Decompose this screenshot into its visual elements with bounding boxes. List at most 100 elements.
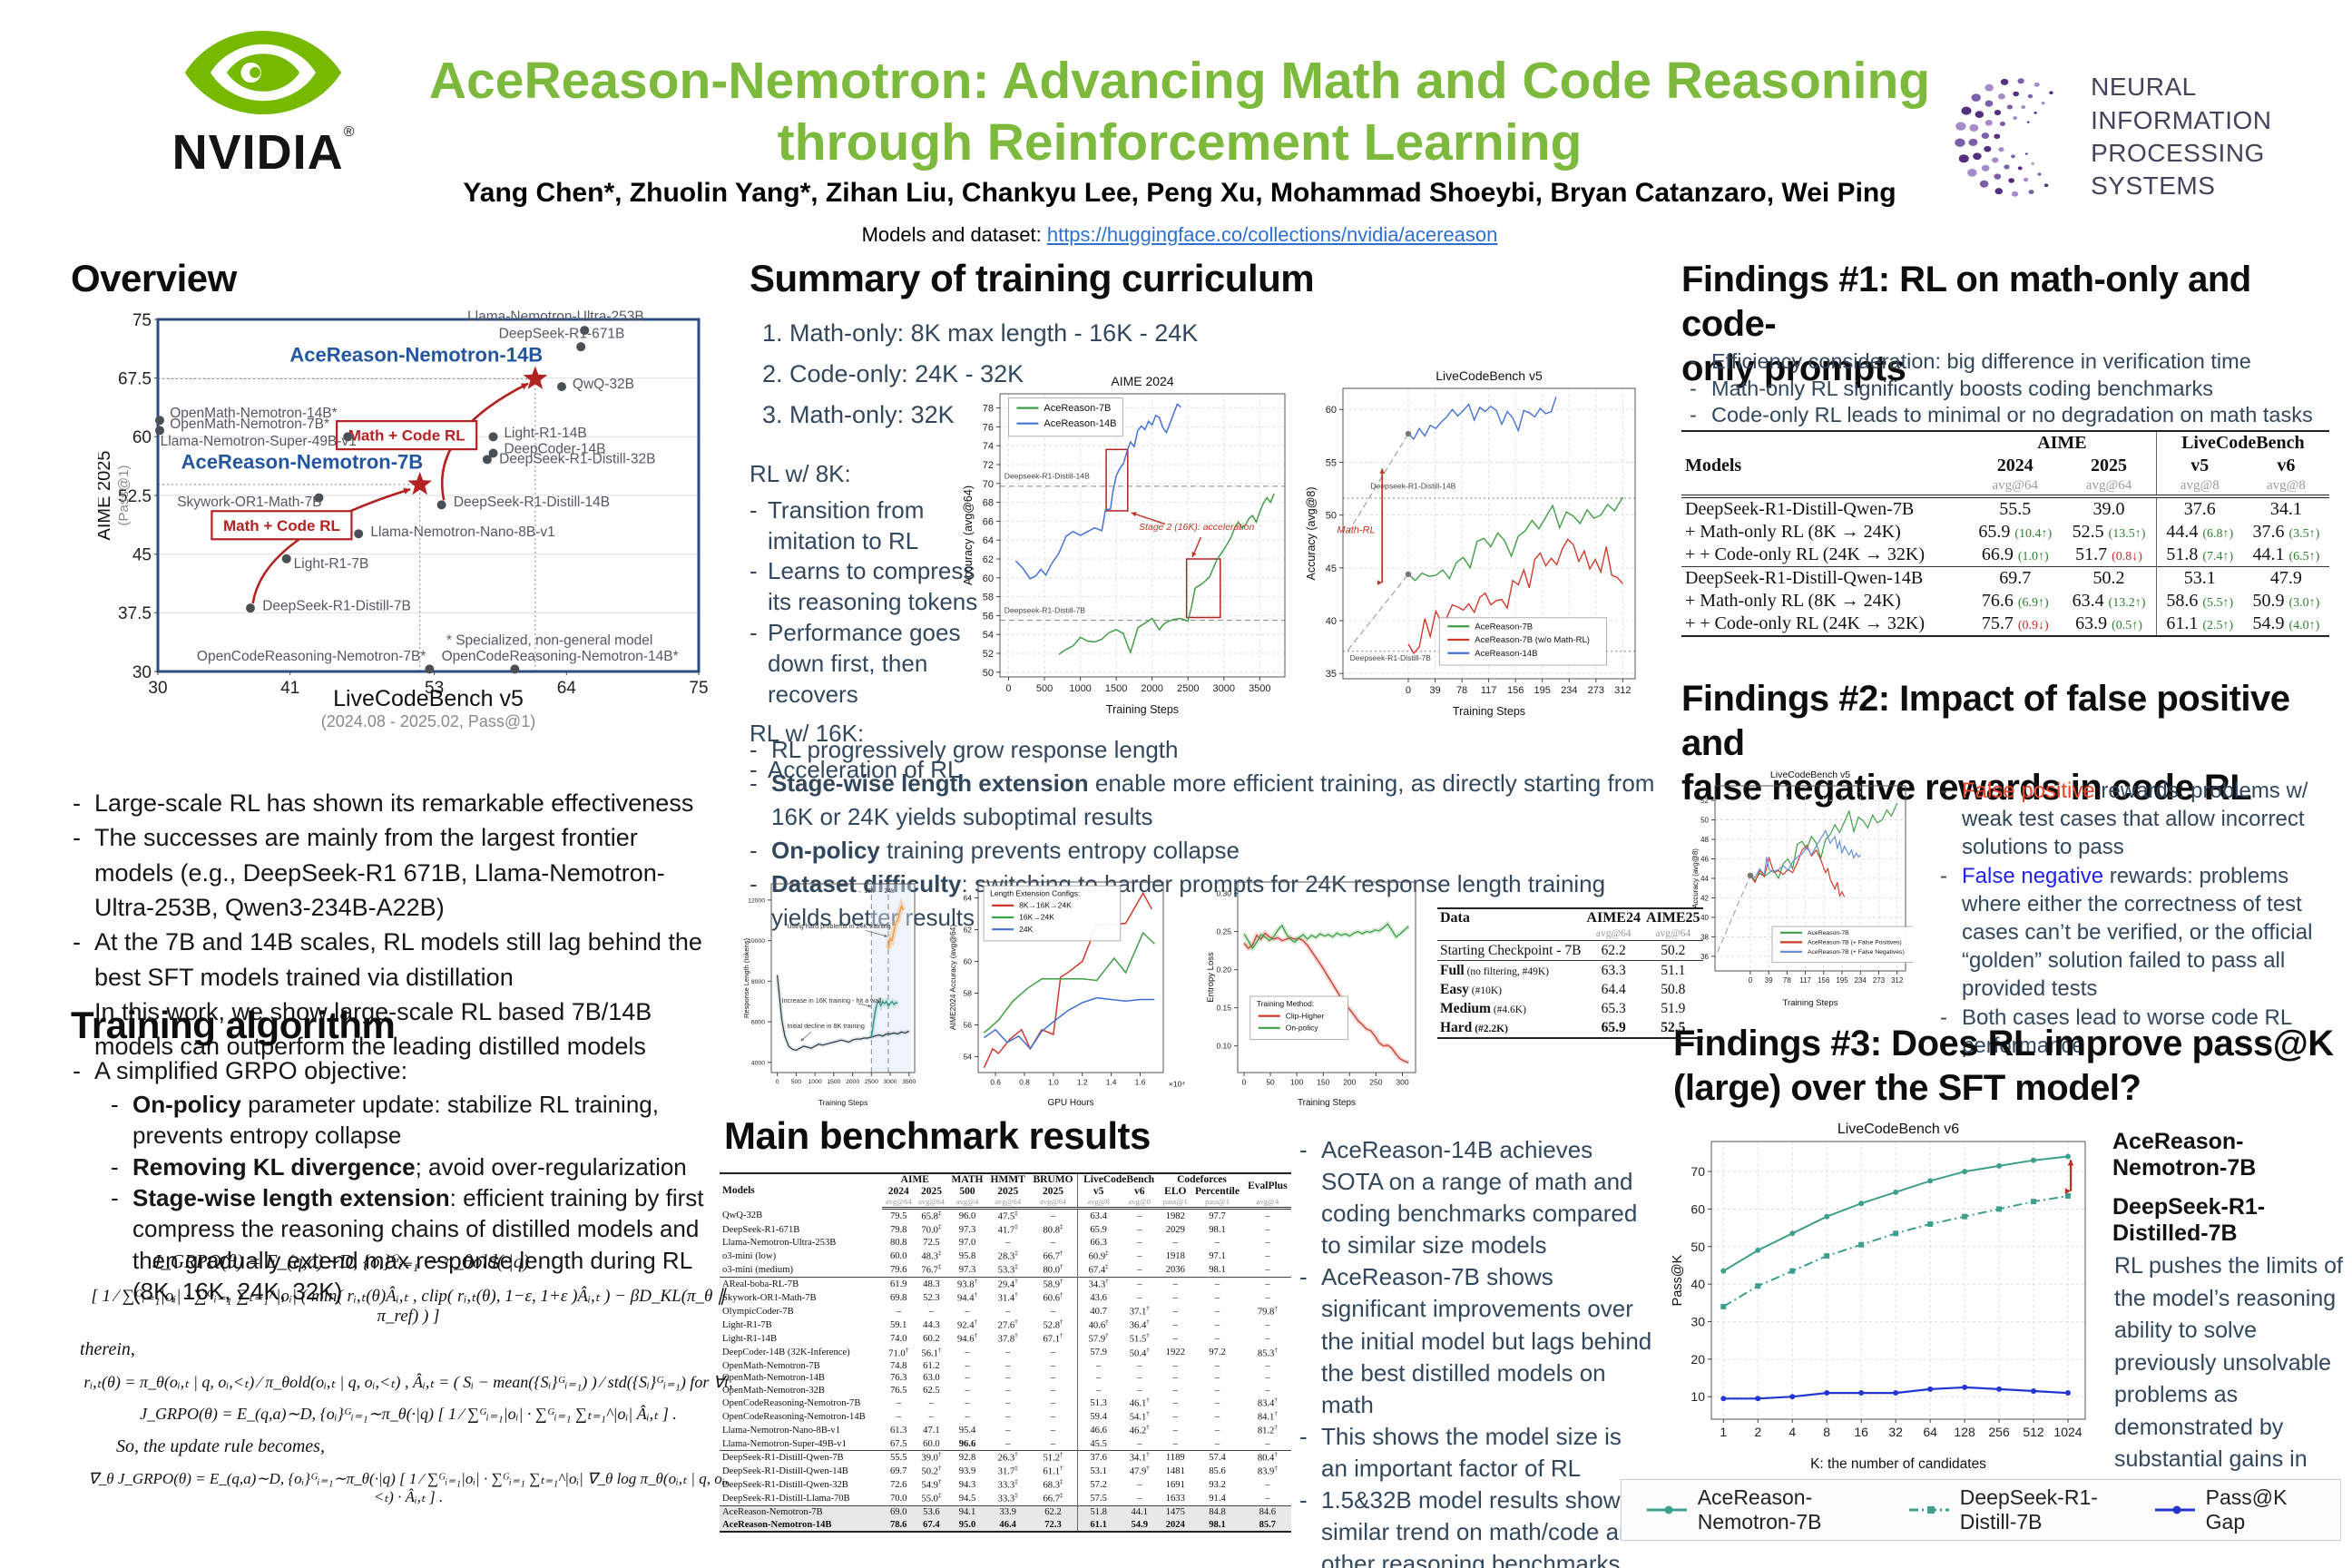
data-difficulty-table: Data AIME24 AIME25 avg@64 avg@64 Starting Che… [1437,907,1703,1040]
svg-text:50: 50 [1690,1240,1705,1254]
svg-text:0: 0 [1005,683,1011,694]
svg-text:×10⁴: ×10⁴ [1169,1080,1185,1089]
text-line: J_GRPO(θ) = E_(q,a)∼D, {oᵢ}ᴳᵢ₌₁∼π_θ(·|q)… [140,1405,677,1423]
svg-text:AceReason-7B: AceReason-7B [1808,930,1849,936]
bullet-item: -A simplified GRPO objective: [73,1057,408,1084]
svg-text:AIME 2025: AIME 2025 [98,451,114,541]
svg-text:0.6: 0.6 [990,1078,1001,1087]
svg-text:40: 40 [1690,1277,1705,1291]
overview-scatter-chart: Math + Code RL Math + Code RL * Specialize… [98,305,715,731]
training-algorithm-heading: Training algorithm [71,1004,396,1046]
text-line: J_GRPO(θ) = E_(q,a)∼D, {oᵢ}ᴳᵢ₌₁ ∼ π_θold… [152,1250,530,1272]
svg-text:500: 500 [791,1079,802,1085]
title-line-2: through Reinforcement Learning [777,113,1583,172]
main-results-heading: Main benchmark results [724,1114,1151,1157]
legend-item: DeepSeek-R1-Distill-7B [1907,1485,2153,1534]
rl-note-item: - Performance goes down first, then recov… [750,618,961,708]
passk-chart: 1 2 4 8 16 32 64 128 256 512 1024 10 20 30 40 50 60 70 K: … [1668,1109,2102,1475]
bullet-item: - False negative rewards: problems where … [1940,863,2313,1002]
svg-text:10000: 10000 [748,938,765,945]
svg-text:0: 0 [776,1079,779,1085]
svg-text:Deepseek-R1-Distill-7B: Deepseek-R1-Distill-7B [1350,653,1432,662]
svg-text:OpenCodeReasoning-Nemotron-7B*: OpenCodeReasoning-Nemotron-7B* [197,649,426,664]
svg-text:AceReason-7B (+ False Negative: AceReason-7B (+ False Negatives) [1808,949,1905,956]
svg-text:100: 100 [1290,1078,1303,1087]
svg-text:41: 41 [280,679,299,698]
dataset-link[interactable]: https://huggingface.co/collections/nvidi… [1046,223,1498,246]
bullet-item: - Stage-wise length extension: efficient … [111,1183,704,1305]
aime2024-training-chart: Deepseek-R1-Distill-14B Deepseek-R1-Disti… [958,367,1296,720]
svg-text:DeepSeek-R1-Distill-32B: DeepSeek-R1-Distill-32B [499,452,655,467]
svg-text:1500: 1500 [827,1079,840,1085]
rl-note-item: - Acceleration of RL [750,756,961,784]
text-line: therein, [80,1339,135,1359]
svg-text:AceReason-7B: AceReason-7B [1044,403,1111,414]
length-extension-chart: 0.6 0.8 1.0 1.2 1.4 1.6 54 56 58 60 62 64 GPU Hours ×… [942,869,1189,1112]
nvidia-logo: NVIDIA® [145,25,381,181]
bullet-item: - In this work, we show large-scale RL ba… [73,997,652,1061]
overview-bullets: - Large-scale RL has shown its remarkable… [73,786,722,1064]
svg-text:75: 75 [132,311,152,330]
svg-text:62: 62 [983,554,994,565]
svg-text:20: 20 [1690,1352,1705,1367]
svg-text:66: 66 [983,516,994,527]
findings1-heading-line2: only prompts [1681,348,1906,388]
svg-text:DeepSeek-R1-Distill-7B: DeepSeek-R1-Distill-7B [262,599,411,614]
svg-text:1.0: 1.0 [1048,1078,1059,1087]
main-results-table: Models AIME MATH 500 HMMT 2025 BRUMO 2025 LiveCo… [720,1172,1291,1534]
svg-text:48: 48 [1700,836,1709,844]
svg-text:37.5: 37.5 [118,604,152,623]
rl-note-heading: RL w/ 8K: [750,460,851,487]
svg-text:DeepSeek-R1-671B: DeepSeek-R1-671B [499,327,625,342]
svg-text:Llama-Nemotron-Super-49B-v1: Llama-Nemotron-Super-49B-v1 [161,434,357,449]
svg-text:256: 256 [1988,1425,2010,1439]
svg-text:LiveCodeBench v5: LiveCodeBench v5 [333,686,524,711]
bullet-item: - On-policy parameter update: stabilize R… [111,1091,659,1150]
svg-text:234: 234 [1561,685,1577,696]
svg-text:3000: 3000 [1213,683,1235,694]
svg-text:195: 195 [1534,685,1551,696]
svg-text:(2024.08 - 2025.02, Pass@1): (2024.08 - 2025.02, Pass@1) [321,712,535,730]
svg-text:AceReason-7B (+ False Positive: AceReason-7B (+ False Positives) [1808,940,1902,946]
findings1-benchmark-table: AIME LiveCodeBench Models 2024 2025 v5 v6 avg@6… [1681,430,2329,637]
svg-text:(Pass@1): (Pass@1) [116,466,132,526]
findings1-table: AIME LiveCodeBench Models 2024 2025 v5 v6 avg@6… [1681,430,2329,637]
svg-text:74: 74 [983,441,994,452]
bullet-item: - RL progressively grow response length [750,736,1179,763]
svg-text:39: 39 [1429,685,1440,696]
dataset-label: Models and dataset: [861,223,1047,246]
svg-text:Pass@K: Pass@K [1671,1254,1685,1306]
svg-text:Training Steps: Training Steps [1106,703,1179,716]
bullet-item: - Stage-wise length extension enable more… [750,769,1655,830]
svg-text:70: 70 [1690,1164,1705,1179]
svg-text:DeepSeek-R1-Distill-14B: DeepSeek-R1-Distill-14B [454,495,610,510]
svg-text:Entropy Loss: Entropy Loss [1206,952,1216,1003]
svg-text:Light-R1-7B: Light-R1-7B [294,556,369,572]
svg-text:OpenMath-Nemotron-14B*: OpenMath-Nemotron-14B* [170,406,337,421]
svg-text:1.4: 1.4 [1106,1078,1117,1087]
neurips-text-line-2: PROCESSING SYSTEMS [2091,139,2265,201]
findings3-heading: Findings #3: Does RL improve pass@K (lar… [1673,1022,2339,1111]
svg-text:DeepCoder-14B: DeepCoder-14B [504,441,605,456]
bullet-item: - Efficiency consideration: big differenc… [1690,349,2251,373]
svg-text:Response Length (tokens): Response Length (tokens) [742,938,750,1018]
legend-item: Pass@K Gap [2153,1485,2317,1534]
svg-text:Accuracy (avg@8): Accuracy (avg@8) [1305,487,1318,581]
svg-text:Deepseek-R1-Distill-14B: Deepseek-R1-Distill-14B [1004,472,1090,481]
findings3-heading-line1: Findings #3: Does RL improve pass@K [1673,1024,2334,1063]
svg-text:39: 39 [1765,976,1773,985]
livecodebench-v5-training-chart: Deepseek-R1-Distill-14B Deepseek-R1-Disti… [1301,361,1646,722]
svg-text:Deepseek-R1-Distill-14B: Deepseek-R1-Distill-14B [1370,482,1455,491]
svg-text:56: 56 [983,611,994,622]
findings1-heading-line1: Findings #1: RL on math-only and code- [1681,260,2251,344]
svg-text:12000: 12000 [748,897,765,904]
svg-text:0.25: 0.25 [1216,927,1231,936]
svg-text:156: 156 [1507,685,1524,696]
findings3-heading-line2: (large) over the SFT model? [1673,1067,2141,1108]
svg-text:0.8: 0.8 [1019,1078,1030,1087]
bullet-item: - This shows the model size is an importa… [1299,1422,1622,1482]
poster-title: AceReason-Nemotron: Advancing Math and C… [399,50,1960,174]
svg-text:Accuracy (avg@8): Accuracy (avg@8) [1691,848,1700,908]
svg-text:32: 32 [1888,1425,1903,1439]
svg-text:Using hard problems in 24K tra: Using hard problems in 24K training [787,922,890,930]
